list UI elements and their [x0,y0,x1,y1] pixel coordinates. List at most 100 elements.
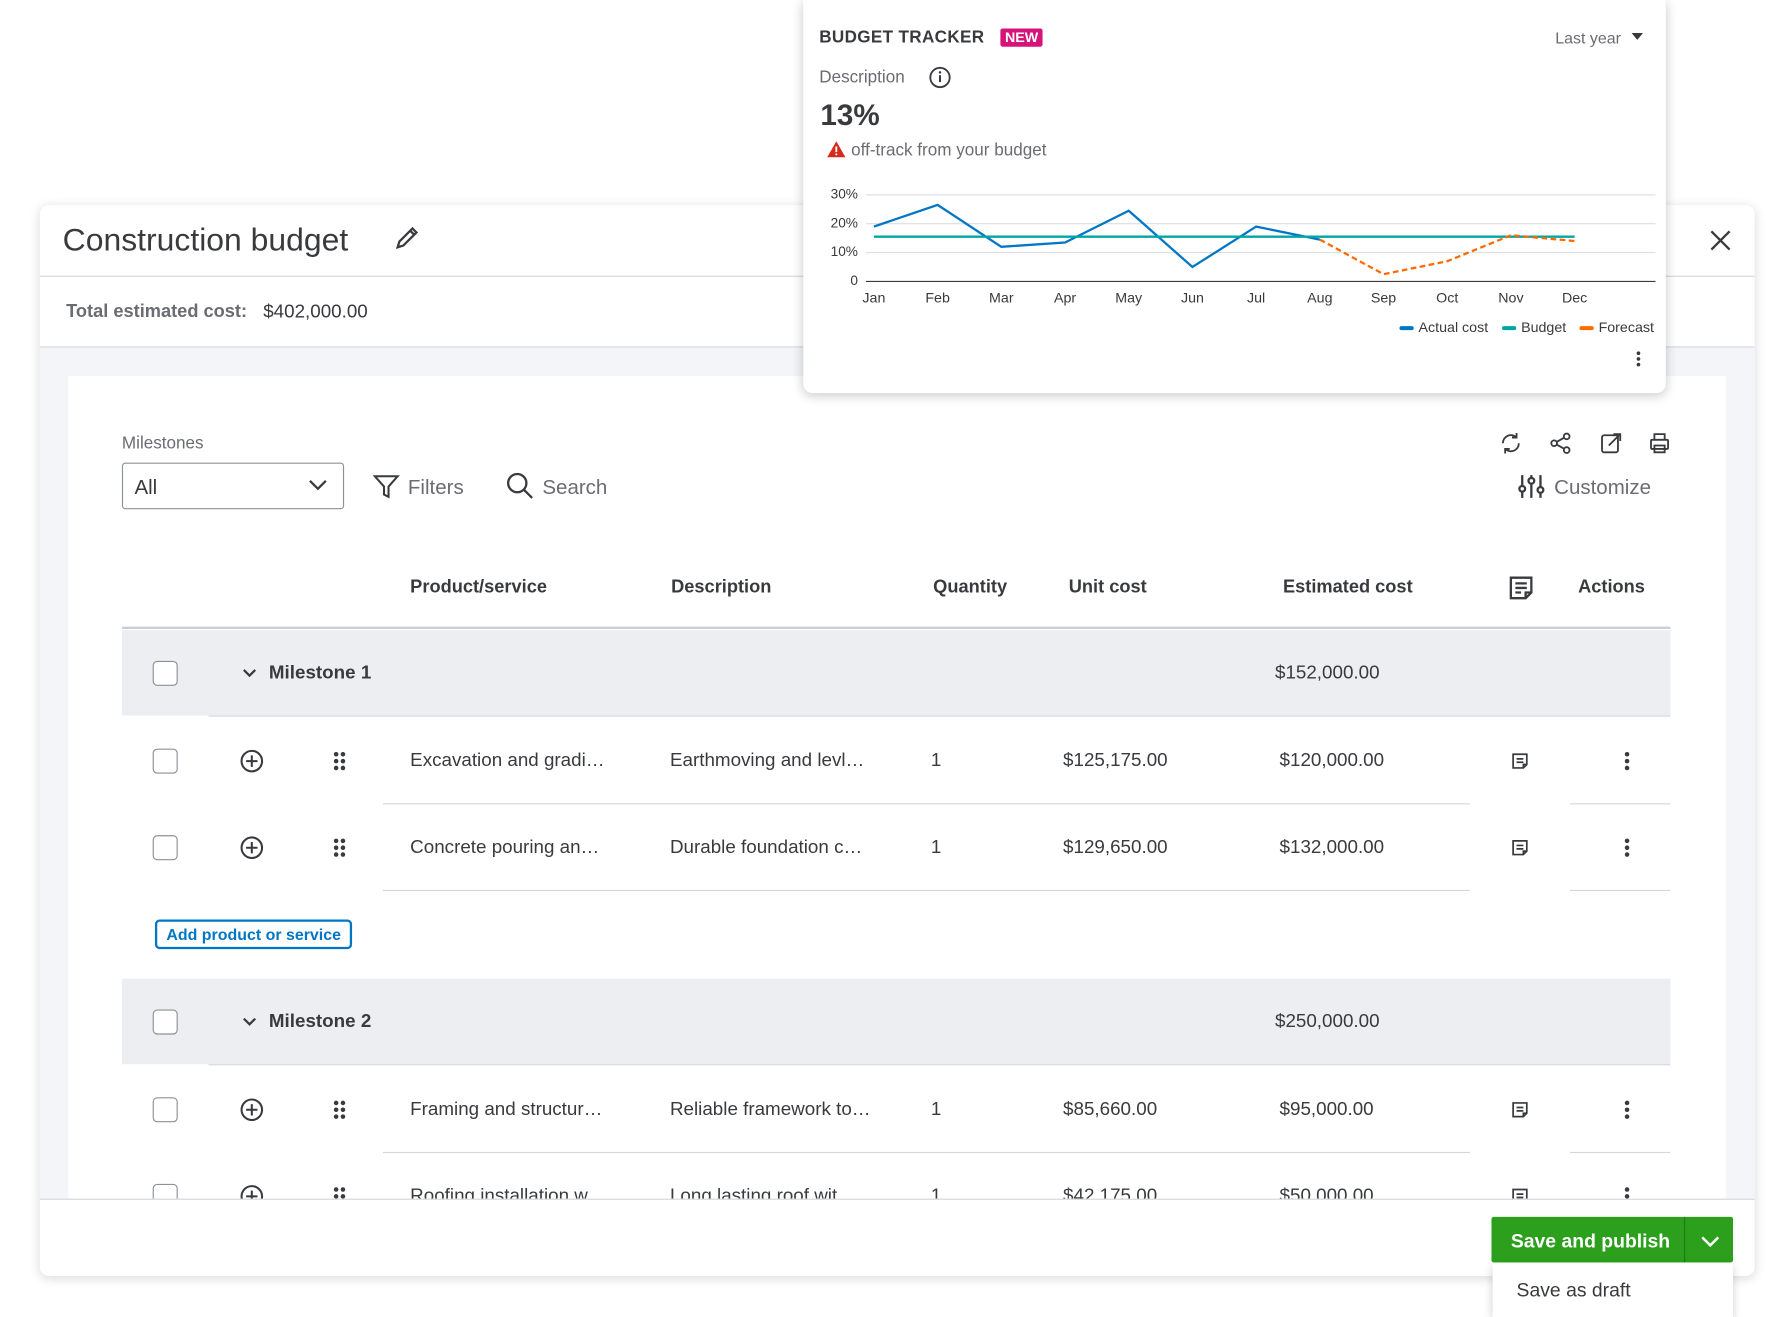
metric-value: 13% [820,97,880,132]
checkbox[interactable] [152,835,178,861]
y-tick-label: 20% [831,215,858,230]
add-sub-item[interactable] [239,1184,264,1199]
column-header: Product/service [410,577,547,598]
milestone-row [121,630,1671,716]
search-button[interactable]: Search [542,475,608,499]
notes-header-icon [1509,576,1533,600]
budget-tracker-card [803,0,1666,394]
chevron-icon [309,480,327,491]
customize-icon[interactable] [1518,473,1548,500]
y-tick-label: 30% [831,186,858,201]
period-select[interactable]: Last year [1555,28,1621,47]
description-label: Description [819,67,905,88]
row-rule [208,715,1671,717]
filter-icon[interactable] [372,473,400,500]
note-icon[interactable] [1511,839,1529,857]
cell: Reliable framework to… [669,1098,871,1120]
toolbar-icons[interactable] [1499,432,1670,455]
note-icon[interactable] [1511,1187,1529,1199]
x-tick-label: May [1115,290,1143,306]
note-icon[interactable] [1511,752,1529,770]
row-rule [382,1151,1470,1154]
drag-handle[interactable] [333,751,347,772]
add-sub-item[interactable] [239,1097,264,1122]
period-caret[interactable] [1631,33,1644,41]
checkbox[interactable] [152,660,178,686]
expand-toggle[interactable] [242,1016,258,1027]
cell: Concrete pouring an… [410,836,600,858]
expand-toggle[interactable] [242,668,258,679]
tracker-title: BUDGET TRACKER [819,27,985,48]
chart: 0 10% 20% 30% Jan Feb Mar Apr May Jun Jul Aug Sep Oct… [831,186,1656,336]
cell: $132,000.00 [1279,836,1385,858]
footer-rule [39,1198,1755,1200]
tracker-menu[interactable] [1635,350,1642,368]
info-icon[interactable] [929,66,952,89]
cell: Durable foundation c… [669,836,863,858]
drag-handle[interactable] [333,837,347,858]
series-line [1319,234,1575,276]
drag-handle[interactable] [333,1100,347,1121]
save-draft-option[interactable]: Save as draft [1516,1279,1631,1302]
add-item-button[interactable]: Add product or service [154,919,353,950]
save-publish-button[interactable] [1491,1216,1734,1263]
x-tick-label: Jun [1181,290,1204,306]
row-rule [1570,1151,1671,1154]
new-badge: NEW [1000,28,1043,47]
column-header: Unit cost [1068,577,1147,598]
cell: 1 [930,1098,942,1120]
add-sub-item[interactable] [239,749,264,774]
x-tick-label: Jan [862,290,885,306]
cell: 1 [930,836,942,858]
checkbox[interactable] [152,1009,178,1035]
series-line [873,203,1321,269]
x-tick-label: Oct [1436,290,1458,306]
legend-label: Forecast [1599,320,1654,336]
row-rule [382,889,1470,892]
row-rule [382,803,1470,805]
milestone-name: Milestone 1 [268,662,372,684]
drag-handle[interactable] [333,1186,347,1199]
x-tick-label: Mar [989,290,1014,306]
checkbox[interactable] [152,1097,178,1123]
cell: Framing and structur… [410,1098,603,1120]
milestone-name: Milestone 2 [268,1011,372,1032]
y-tick-label: 10% [831,244,858,259]
status-text: off-track from your budget [851,140,1047,161]
row-menu[interactable] [1624,837,1631,858]
note-icon[interactable] [1511,1101,1529,1119]
cell: $125,175.00 [1063,750,1168,771]
row-menu[interactable] [1624,751,1631,772]
row-menu[interactable] [1624,1100,1631,1121]
legend-label: Actual cost [1419,320,1489,336]
filters-button[interactable]: Filters [407,475,464,499]
table-body: Milestone 1 $152,000.00 Excavation and gra… [0,629,1766,1199]
milestone-row [121,978,1671,1065]
checkbox[interactable] [152,748,178,774]
dropdown-menu [1492,1262,1734,1317]
milestones-label: Milestones [121,433,204,453]
x-tick-label: Sep [1371,290,1396,306]
edit-icon[interactable] [394,224,421,251]
column-header: Actions [1578,577,1645,598]
row-menu[interactable] [1624,1186,1631,1199]
checkbox[interactable] [152,1183,178,1199]
x-tick-label: Jul [1247,290,1265,306]
close-button[interactable] [1709,229,1732,252]
column-header: Quantity [933,577,1008,598]
total-label: Total estimated cost: [66,301,248,322]
milestones-select[interactable] [121,462,345,510]
warning-icon [827,141,846,158]
x-tick-label: Aug [1307,290,1332,306]
page-title: Construction budget [62,222,349,258]
cell: $50,000.00 [1279,1185,1374,1199]
add-sub-item[interactable] [239,835,264,860]
total-value: $402,000.00 [263,301,368,322]
search-icon[interactable] [506,472,536,502]
cell: Roofing installation w… [410,1185,607,1199]
save-publish-label[interactable]: Save and publish [1510,1230,1671,1253]
dropdown-chevron[interactable] [1700,1235,1721,1249]
select-value: All [134,475,158,499]
customize-button[interactable]: Customize [1554,475,1652,499]
